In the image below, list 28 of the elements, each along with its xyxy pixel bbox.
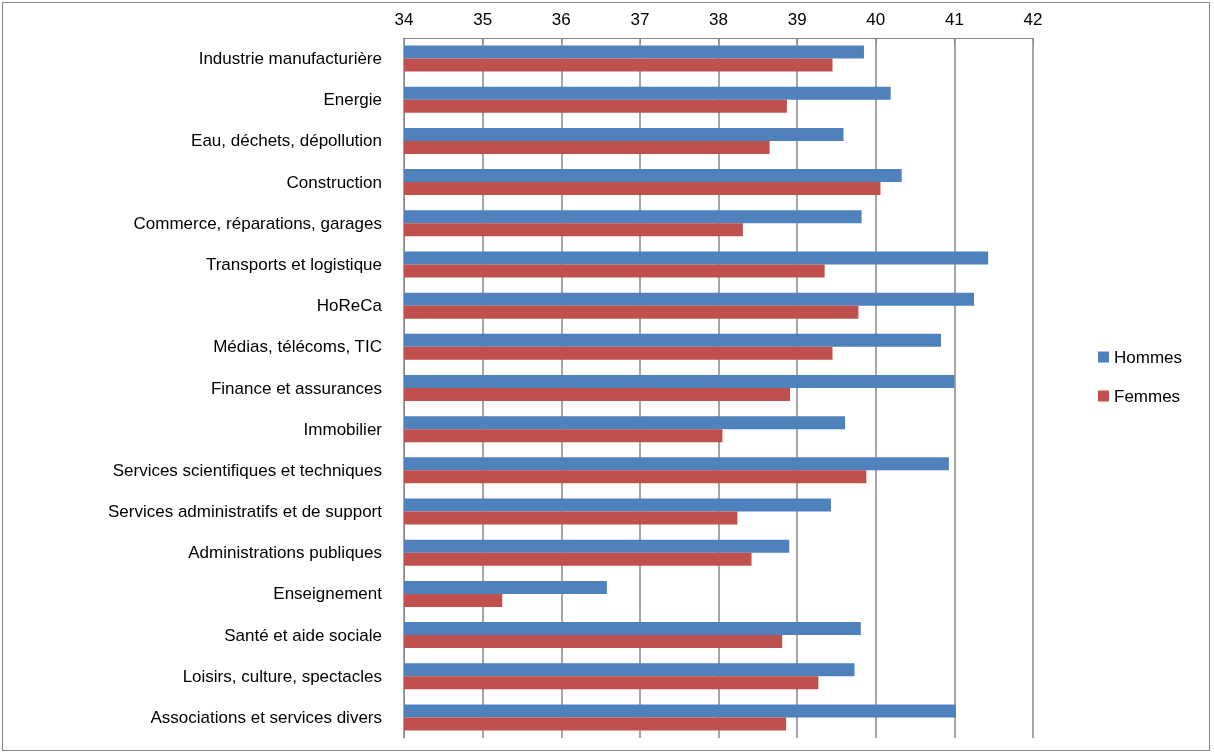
y-tick-label: Eau, déchets, dépollution	[191, 131, 382, 151]
y-tick-label: Services administratifs et de support	[107, 502, 383, 522]
y-tick-label: Finance et assurances	[210, 378, 382, 398]
y-tick-label: Energie	[323, 90, 382, 110]
y-tick-label: Industrie manufacturière	[198, 49, 382, 69]
y-tick-label: Médias, télécoms, TIC	[213, 337, 382, 357]
y-tick-label: Enseignement	[273, 584, 383, 604]
y-tick-label: Construction	[286, 172, 382, 192]
x-tick-label: 40	[866, 10, 886, 29]
x-tick-label: 39	[787, 10, 807, 29]
y-tick-label: Commerce, réparations, garages	[133, 213, 382, 233]
x-tick-label: 36	[551, 10, 571, 29]
x-tick-label: 34	[394, 10, 414, 29]
y-tick-label: Immobilier	[303, 419, 383, 439]
legend-label: Hommes	[1113, 347, 1183, 367]
y-tick-label: Santé et aide sociale	[224, 625, 382, 645]
y-tick-label: Loisirs, culture, spectacles	[182, 666, 382, 686]
y-tick-label: Administrations publiques	[188, 543, 382, 563]
x-tick-label: 42	[1023, 10, 1043, 29]
legend-label: Femmes	[1113, 386, 1181, 406]
y-tick-label: Transports et logistique	[205, 254, 382, 274]
y-tick-label: Associations et services divers	[150, 707, 382, 727]
x-tick-label: 37	[630, 10, 650, 29]
x-tick-label: 38	[709, 10, 728, 29]
x-tick-label: 41	[944, 10, 964, 29]
y-tick-label: Services scientifiques et techniques	[112, 460, 382, 480]
y-tick-label: HoReCa	[316, 296, 383, 316]
x-tick-label: 35	[473, 10, 493, 29]
